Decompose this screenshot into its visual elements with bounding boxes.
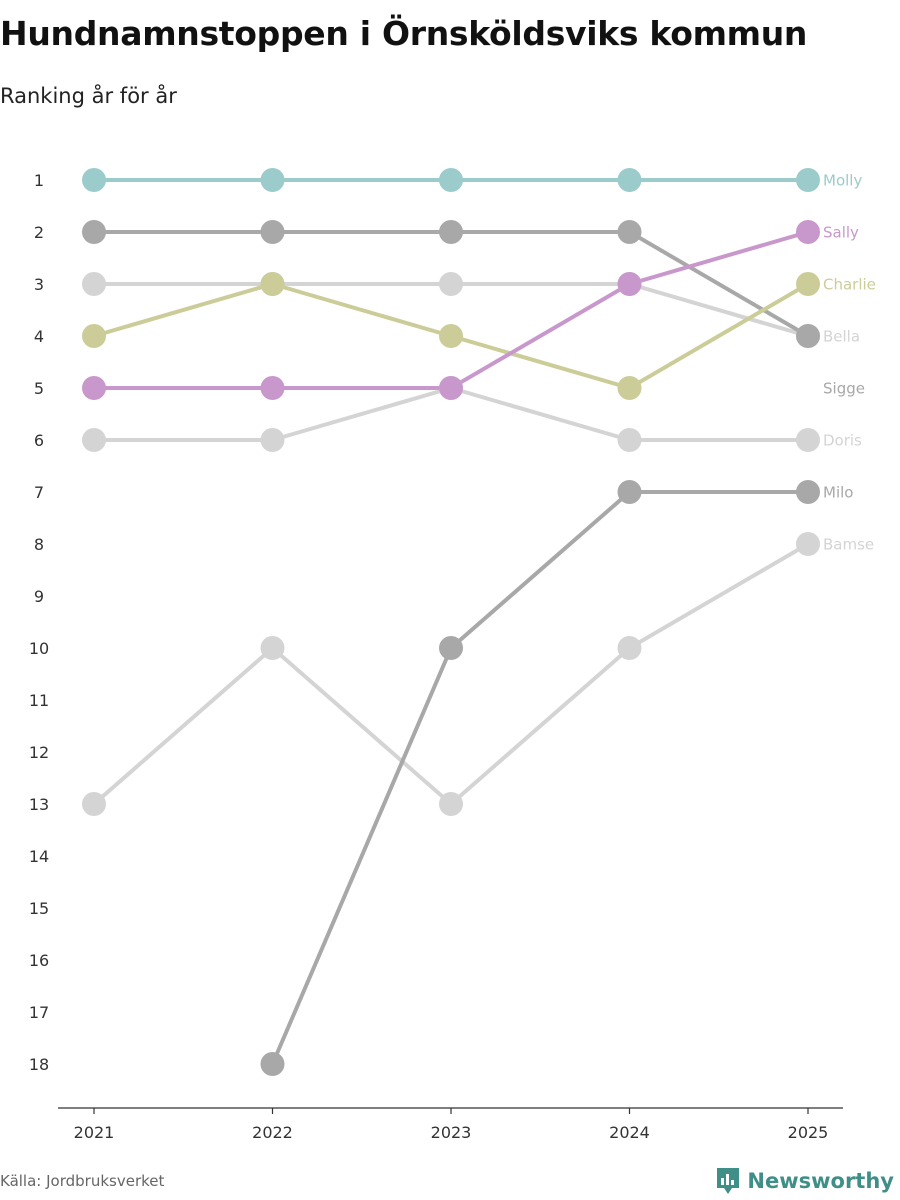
point-doris-2024 — [617, 428, 642, 452]
y-tick-label-5: 5 — [34, 379, 44, 398]
point-bamse-2021 — [82, 792, 106, 816]
end-labels: Molly Sally Charlie Bella Sigge Doris Milo Bams… — [823, 172, 876, 554]
end-label-molly: Molly — [823, 172, 862, 190]
y-tick-label-14: 14 — [29, 847, 49, 866]
point-molly-2021 — [82, 168, 106, 192]
chart-title: Hundnamnstoppen i Örnsköldsviks kommun — [0, 14, 808, 53]
x-tick-label-2025: 2025 — [788, 1123, 829, 1142]
point-bamse-2023 — [439, 792, 463, 816]
point-molly-2022 — [260, 168, 285, 192]
y-tick-label-12: 12 — [29, 743, 49, 762]
point-sigge-2022 — [260, 220, 285, 244]
point-sally-2021 — [82, 376, 106, 400]
x-tick-label-2022: 2022 — [252, 1123, 293, 1142]
point-sally-2024 — [617, 272, 642, 296]
y-tick-label-11: 11 — [29, 691, 49, 710]
x-tick-label-2024: 2024 — [609, 1123, 650, 1142]
point-sigge-2023 — [439, 220, 463, 244]
point-milo-2022 — [260, 1052, 285, 1076]
series-line-bamse — [92, 542, 810, 806]
point-sigge-2021 — [82, 220, 106, 244]
point-bella-2021 — [82, 272, 106, 296]
x-axis-ticks: 2021 2022 2023 2024 2025 — [74, 1108, 829, 1142]
y-tick-label-4: 4 — [34, 327, 44, 346]
end-label-charlie: Charlie — [823, 276, 876, 294]
end-label-bella: Bella — [823, 328, 860, 346]
end-label-bamse: Bamse — [823, 536, 874, 554]
point-bamse-2022 — [260, 636, 285, 660]
point-doris-2025 — [796, 428, 820, 452]
y-tick-label-1: 1 — [34, 171, 44, 190]
y-tick-label-6: 6 — [34, 431, 44, 450]
y-tick-label-15: 15 — [29, 899, 49, 918]
point-milo-2024 — [617, 480, 642, 504]
x-tick-label-2023: 2023 — [431, 1123, 472, 1142]
end-label-doris: Doris — [823, 432, 862, 450]
y-tick-label-7: 7 — [34, 483, 44, 502]
point-charlie-2024 — [617, 376, 642, 400]
point-sigge-2024 — [617, 220, 642, 244]
point-molly-2025 — [796, 168, 820, 192]
y-tick-label-13: 13 — [29, 795, 49, 814]
y-tick-label-10: 10 — [29, 639, 49, 658]
chart-subtitle: Ranking år för år — [0, 84, 177, 108]
brand[interactable]: Newsworthy — [715, 1166, 894, 1196]
y-tick-label-3: 3 — [34, 275, 44, 294]
source-note: Källa: Jordbruksverket — [0, 1172, 165, 1190]
end-label-sally: Sally — [823, 224, 859, 242]
point-bamse-2025 — [796, 532, 820, 556]
newsworthy-logo-icon — [717, 1168, 740, 1194]
series-lines — [92, 178, 810, 1066]
point-molly-2024 — [617, 168, 642, 192]
point-doris-2022 — [260, 428, 285, 452]
point-doris-2021 — [82, 428, 106, 452]
y-tick-label-17: 17 — [29, 1003, 49, 1022]
x-tick-label-2021: 2021 — [74, 1123, 115, 1142]
point-sigge-2025 — [796, 324, 820, 348]
point-milo-2023 — [439, 636, 463, 660]
point-charlie-2025 — [796, 272, 820, 296]
point-bamse-2024 — [617, 636, 642, 660]
y-tick-label-16: 16 — [29, 951, 49, 970]
series-line-sally — [92, 230, 810, 390]
point-charlie-2022 — [260, 272, 285, 296]
end-label-sigge: Sigge — [823, 380, 865, 398]
series-line-milo — [270, 490, 810, 1066]
y-tick-label-2: 2 — [34, 223, 44, 242]
point-sally-2022 — [260, 376, 285, 400]
point-sally-2025 — [796, 220, 820, 244]
end-label-milo: Milo — [823, 484, 853, 502]
y-tick-label-18: 18 — [29, 1055, 49, 1074]
brand-name: Newsworthy — [747, 1169, 894, 1193]
point-milo-2025 — [796, 480, 820, 504]
point-charlie-2021 — [82, 324, 106, 348]
point-charlie-2023 — [439, 324, 463, 348]
series-points — [82, 168, 820, 1076]
point-bella-2023 — [439, 272, 463, 296]
point-sally-2023 — [439, 376, 463, 400]
y-tick-label-9: 9 — [34, 587, 44, 606]
point-molly-2023 — [439, 168, 463, 192]
y-tick-label-8: 8 — [34, 535, 44, 554]
